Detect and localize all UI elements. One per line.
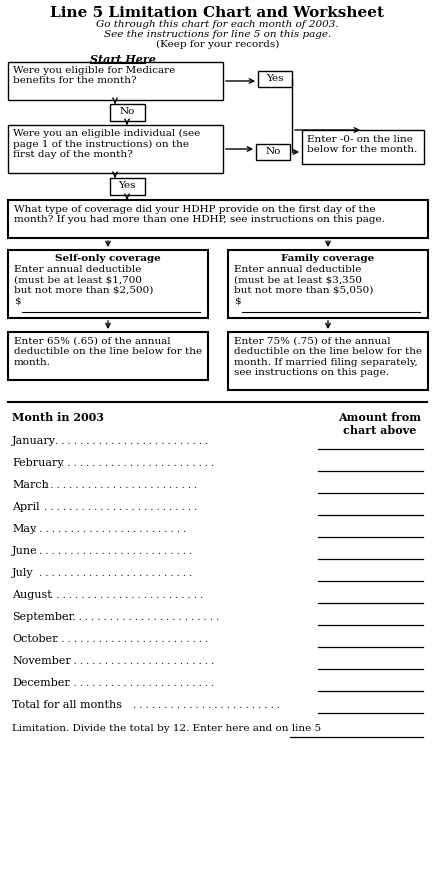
Text: Total for all months: Total for all months [12,700,122,710]
Text: . . . . . . . . . . . . . . . . . . . . . . . . .: . . . . . . . . . . . . . . . . . . . . … [53,437,208,446]
Text: Enter annual deductible
(must be at least $1,700
but not more than $2,500)
$: Enter annual deductible (must be at leas… [14,265,153,305]
Bar [8,125,223,173]
Text: See the instructions for line 5 on this page.: See the instructions for line 5 on this … [104,30,330,39]
Text: May: May [12,524,36,534]
Text: November: November [12,656,71,666]
Text: Yes: Yes [266,74,283,83]
Text: . . . . . . . . . . . . . . . . . . . . . . . . .: . . . . . . . . . . . . . . . . . . . . … [41,481,197,490]
Bar [301,130,423,164]
Bar [110,178,145,195]
Bar [8,200,427,238]
Text: No: No [265,147,280,156]
Bar [256,144,289,160]
Text: Family coverage: Family coverage [281,254,374,263]
Bar [8,250,207,318]
Text: September: September [12,612,74,622]
Text: Month in 2003: Month in 2003 [12,412,104,423]
Bar [8,332,207,380]
Text: December: December [12,678,69,688]
Bar [227,250,427,318]
Text: Line 5 Limitation Chart and Worksheet: Line 5 Limitation Chart and Worksheet [50,6,384,20]
Text: Enter 65% (.65) of the annual
deductible on the line below for the
month.: Enter 65% (.65) of the annual deductible… [14,337,202,367]
Text: What type of coverage did your HDHP provide on the first day of the
month? If yo: What type of coverage did your HDHP prov… [14,205,384,225]
Text: Limitation. Divide the total by 12. Enter here and on line 5: Limitation. Divide the total by 12. Ente… [12,724,320,733]
Text: Self-only coverage: Self-only coverage [55,254,161,263]
Text: . . . . . . . . . . . . . . . . . . . . . . . . .: . . . . . . . . . . . . . . . . . . . . … [30,525,186,534]
Bar [8,62,223,100]
Text: . . . . . . . . . . . . . . . . . . . . . . . . .: . . . . . . . . . . . . . . . . . . . . … [58,657,214,666]
Text: . . . . . . . . . . . . . . . . . . . . . . . . .: . . . . . . . . . . . . . . . . . . . . … [58,679,214,688]
Text: August: August [12,590,52,600]
Text: Were you an eligible individual (see
page 1 of the instructions) on the
first da: Were you an eligible individual (see pag… [13,129,200,159]
Text: March: March [12,480,49,490]
Text: . . . . . . . . . . . . . . . . . . . . . . . . .: . . . . . . . . . . . . . . . . . . . . … [36,569,192,578]
Text: January: January [12,436,56,446]
Text: Amount from
chart above: Amount from chart above [338,412,421,436]
Text: July: July [12,568,33,578]
Text: . . . . . . . . . . . . . . . . . . . . . . . . .: . . . . . . . . . . . . . . . . . . . . … [58,459,214,468]
Text: . . . . . . . . . . . . . . . . . . . . . . . . .: . . . . . . . . . . . . . . . . . . . . … [36,547,192,556]
Text: April: April [12,502,39,512]
Text: Enter -0- on the line
below for the month.: Enter -0- on the line below for the mont… [306,135,416,155]
Text: . . . . . . . . . . . . . . . . . . . . . . . . .: . . . . . . . . . . . . . . . . . . . . … [41,503,197,512]
Text: Start Here: Start Here [90,54,155,65]
Bar [257,71,291,87]
Text: . . . . . . . . . . . . . . . . . . . . . . . . .: . . . . . . . . . . . . . . . . . . . . … [63,613,219,622]
Text: June: June [12,546,37,556]
Text: October: October [12,634,57,644]
Text: Enter annual deductible
(must be at least $3,350
but not more than $5,050)
$: Enter annual deductible (must be at leas… [233,265,372,305]
Text: (Keep for your records): (Keep for your records) [155,40,279,49]
Text: Yes: Yes [118,181,135,190]
Bar [227,332,427,390]
Text: . . . . . . . . . . . . . . . . . . . . . . . . .: . . . . . . . . . . . . . . . . . . . . … [47,591,203,600]
Text: . . . . . . . . . . . . . . . . . . . . . . . .: . . . . . . . . . . . . . . . . . . . . … [130,701,279,710]
Text: Go through this chart for each month of 2003.: Go through this chart for each month of … [96,20,338,29]
Bar [110,104,145,121]
Text: Enter 75% (.75) of the annual
deductible on the line below for the
month. If mar: Enter 75% (.75) of the annual deductible… [233,337,421,378]
Text: No: No [119,107,135,116]
Text: Were you eligible for Medicare
benefits for the month?: Were you eligible for Medicare benefits … [13,66,175,86]
Text: February: February [12,458,63,468]
Text: . . . . . . . . . . . . . . . . . . . . . . . . .: . . . . . . . . . . . . . . . . . . . . … [53,635,208,644]
